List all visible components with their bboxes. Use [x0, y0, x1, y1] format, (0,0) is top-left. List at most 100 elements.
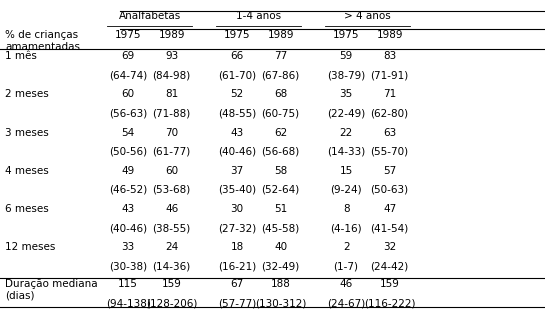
Text: (38-79): (38-79)	[327, 70, 365, 80]
Text: (32-49): (32-49)	[262, 262, 300, 271]
Text: (24-67): (24-67)	[327, 299, 365, 308]
Text: 93: 93	[165, 51, 178, 61]
Text: 51: 51	[274, 204, 287, 214]
Text: 1 mês: 1 mês	[5, 51, 37, 61]
Text: (14-33): (14-33)	[327, 147, 365, 157]
Text: (94-138): (94-138)	[106, 299, 150, 308]
Text: 1975: 1975	[224, 30, 250, 40]
Text: 24: 24	[165, 242, 178, 252]
Text: 40: 40	[274, 242, 287, 252]
Text: 1-4 anos: 1-4 anos	[237, 11, 281, 21]
Text: (50-56): (50-56)	[109, 147, 147, 157]
Text: (55-70): (55-70)	[371, 147, 409, 157]
Text: 22: 22	[340, 128, 353, 137]
Text: (4-16): (4-16)	[330, 223, 362, 233]
Text: (52-64): (52-64)	[262, 185, 300, 195]
Text: 188: 188	[271, 279, 290, 289]
Text: (48-55): (48-55)	[218, 108, 256, 118]
Text: Duração mediana
(dias): Duração mediana (dias)	[5, 279, 98, 301]
Text: 69: 69	[122, 51, 135, 61]
Text: (50-63): (50-63)	[371, 185, 409, 195]
Text: 18: 18	[231, 242, 244, 252]
Text: 66: 66	[231, 51, 244, 61]
Text: 83: 83	[383, 51, 396, 61]
Text: 6 meses: 6 meses	[5, 204, 49, 214]
Text: (40-46): (40-46)	[218, 147, 256, 157]
Text: 47: 47	[383, 204, 396, 214]
Text: (38-55): (38-55)	[153, 223, 191, 233]
Text: 57: 57	[383, 166, 396, 176]
Text: (64-74): (64-74)	[109, 70, 147, 80]
Text: 35: 35	[340, 89, 353, 99]
Text: 62: 62	[274, 128, 287, 137]
Text: 2 meses: 2 meses	[5, 89, 49, 99]
Text: 60: 60	[122, 89, 135, 99]
Text: 59: 59	[340, 51, 353, 61]
Text: (35-40): (35-40)	[218, 185, 256, 195]
Text: (61-70): (61-70)	[218, 70, 256, 80]
Text: 67: 67	[231, 279, 244, 289]
Text: 1975: 1975	[115, 30, 141, 40]
Text: 2: 2	[343, 242, 349, 252]
Text: 32: 32	[383, 242, 396, 252]
Text: 1975: 1975	[333, 30, 359, 40]
Text: (46-52): (46-52)	[109, 185, 147, 195]
Text: (27-32): (27-32)	[218, 223, 256, 233]
Text: (16-21): (16-21)	[218, 262, 256, 271]
Text: (62-80): (62-80)	[371, 108, 409, 118]
Text: (61-77): (61-77)	[153, 147, 191, 157]
Text: (56-63): (56-63)	[109, 108, 147, 118]
Text: (84-98): (84-98)	[153, 70, 191, 80]
Text: 1989: 1989	[377, 30, 403, 40]
Text: 70: 70	[165, 128, 178, 137]
Text: 12 meses: 12 meses	[5, 242, 56, 252]
Text: (45-58): (45-58)	[262, 223, 300, 233]
Text: 8: 8	[343, 204, 349, 214]
Text: (71-88): (71-88)	[153, 108, 191, 118]
Text: % de crianças
amamentadas: % de crianças amamentadas	[5, 30, 81, 52]
Text: 46: 46	[340, 279, 353, 289]
Text: 49: 49	[122, 166, 135, 176]
Text: (14-36): (14-36)	[153, 262, 191, 271]
Text: 68: 68	[274, 89, 287, 99]
Text: (24-42): (24-42)	[371, 262, 409, 271]
Text: 159: 159	[162, 279, 181, 289]
Text: (128-206): (128-206)	[146, 299, 197, 308]
Text: 1989: 1989	[268, 30, 294, 40]
Text: 15: 15	[340, 166, 353, 176]
Text: 60: 60	[165, 166, 178, 176]
Text: 71: 71	[383, 89, 396, 99]
Text: 77: 77	[274, 51, 287, 61]
Text: (9-24): (9-24)	[330, 185, 362, 195]
Text: (67-86): (67-86)	[262, 70, 300, 80]
Text: 37: 37	[231, 166, 244, 176]
Text: 52: 52	[231, 89, 244, 99]
Text: 58: 58	[274, 166, 287, 176]
Text: (22-49): (22-49)	[327, 108, 365, 118]
Text: (116-222): (116-222)	[364, 299, 415, 308]
Text: (71-91): (71-91)	[371, 70, 409, 80]
Text: (130-312): (130-312)	[255, 299, 306, 308]
Text: (60-75): (60-75)	[262, 108, 300, 118]
Text: 3 meses: 3 meses	[5, 128, 49, 137]
Text: 46: 46	[165, 204, 178, 214]
Text: Analfabetas: Analfabetas	[119, 11, 181, 21]
Text: (57-77): (57-77)	[218, 299, 256, 308]
Text: 30: 30	[231, 204, 244, 214]
Text: (53-68): (53-68)	[153, 185, 191, 195]
Text: (1-7): (1-7)	[334, 262, 359, 271]
Text: 81: 81	[165, 89, 178, 99]
Text: 1989: 1989	[159, 30, 185, 40]
Text: (30-38): (30-38)	[109, 262, 147, 271]
Text: 115: 115	[118, 279, 138, 289]
Text: 43: 43	[122, 204, 135, 214]
Text: (40-46): (40-46)	[109, 223, 147, 233]
Text: 63: 63	[383, 128, 396, 137]
Text: 33: 33	[122, 242, 135, 252]
Text: 159: 159	[380, 279, 399, 289]
Text: (41-54): (41-54)	[371, 223, 409, 233]
Text: (56-68): (56-68)	[262, 147, 300, 157]
Text: > 4 anos: > 4 anos	[344, 11, 391, 21]
Text: 4 meses: 4 meses	[5, 166, 49, 176]
Text: 43: 43	[231, 128, 244, 137]
